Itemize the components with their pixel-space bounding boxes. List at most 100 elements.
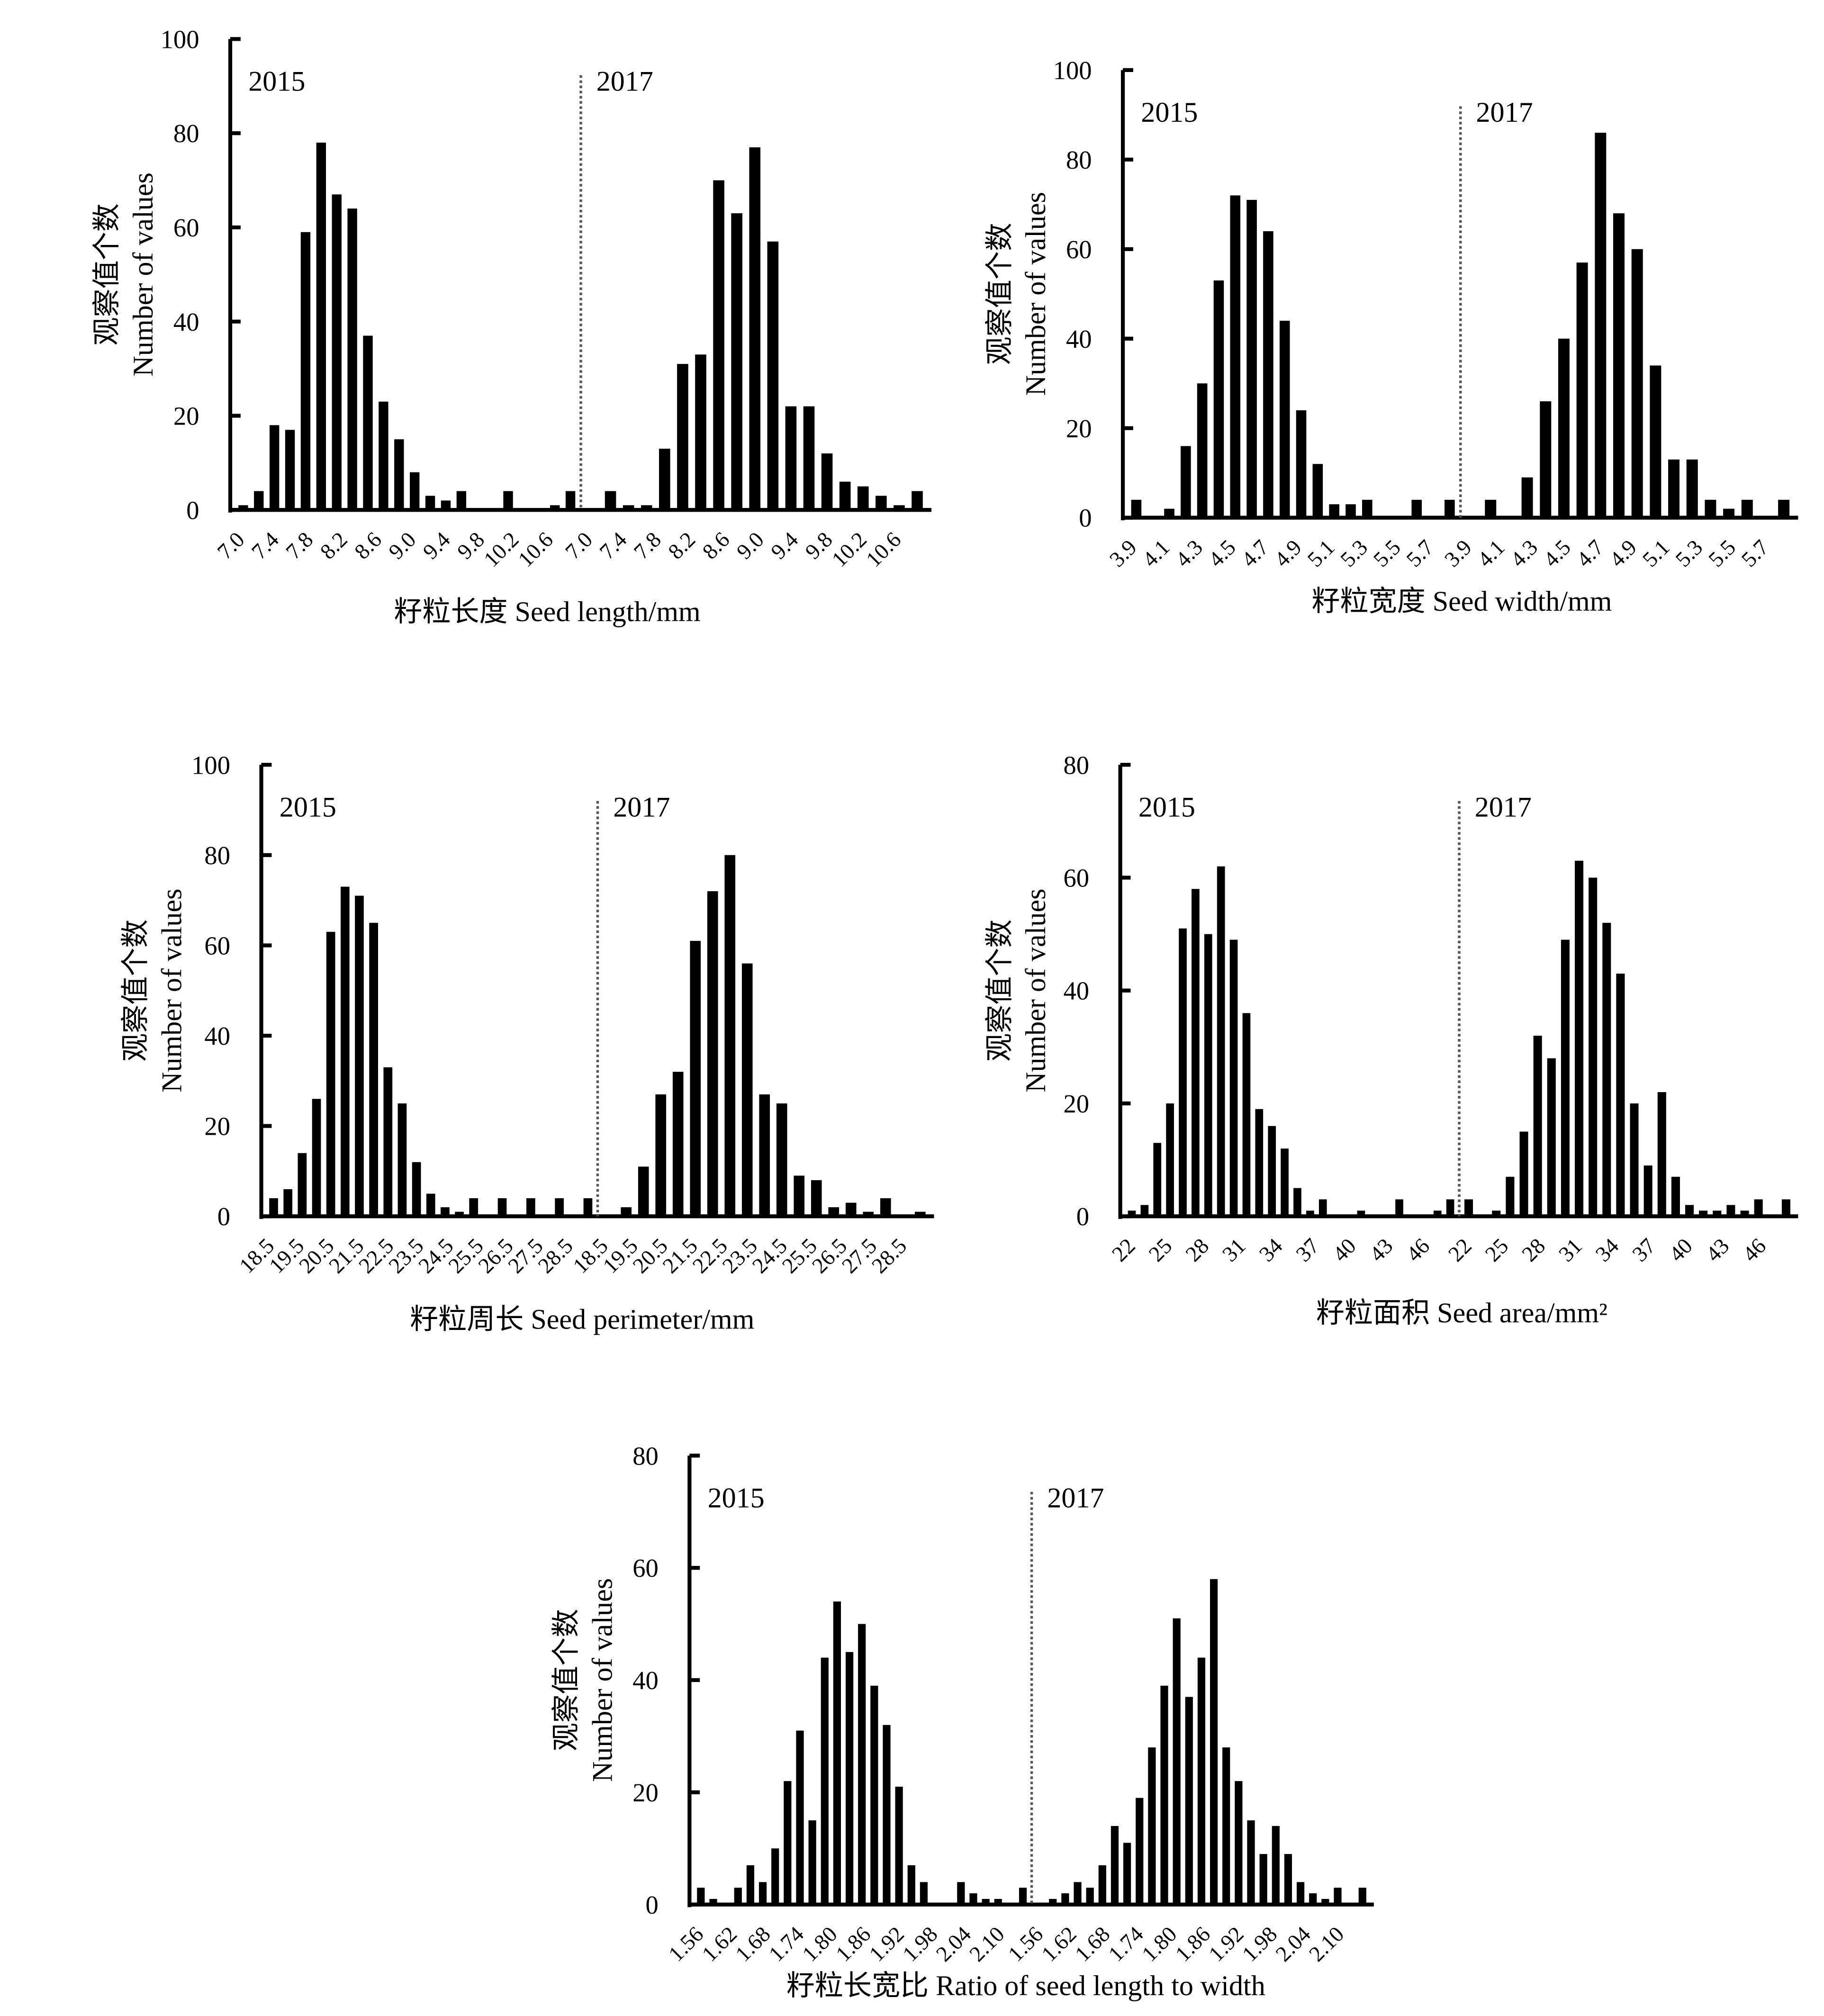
histogram-bar [283,1189,293,1217]
x-tick-label: 34 [1591,1234,1624,1266]
histogram-bar [863,1211,874,1217]
histogram-bar [920,1882,928,1905]
histogram-bar [690,940,701,1217]
x-tick-label: 9.0 [384,528,421,564]
x-tick-label: 2.10 [965,1922,1009,1966]
y-tick-label: 0 [217,1202,230,1231]
x-tick-label: 5.3 [1336,535,1373,572]
x-tick-label: 3.9 [1105,535,1142,572]
y-tick-label: 80 [632,1441,659,1470]
histogram-bar [880,1198,891,1217]
x-tick-label: 28 [1517,1234,1550,1266]
x-tick-label: 4.7 [1572,535,1608,572]
x-tick-label: 43 [1365,1234,1398,1266]
histogram-bar [383,1067,393,1217]
histogram-bar [839,481,851,510]
histogram-bar [883,1725,891,1905]
histogram-bar [1616,973,1625,1217]
histogram-bar [1540,401,1552,518]
x-tick-label: 37 [1291,1234,1324,1266]
x-tick-label: 5.3 [1671,535,1707,572]
histogram-bar [441,500,451,510]
histogram-bar [426,1193,435,1217]
histogram-bar [907,1865,915,1905]
x-tick-label: 4.9 [1270,535,1307,572]
histogram-bar [1631,249,1643,518]
histogram-bar [1279,320,1290,518]
histogram-bar [1111,1826,1119,1905]
histogram-bar [1049,1898,1057,1905]
histogram-bar [1281,1148,1289,1217]
histogram-bar [1357,1211,1365,1217]
y-tick-label: 0 [1079,504,1092,533]
histogram-bar [1086,1888,1094,1905]
histogram-bar [1521,477,1533,518]
histogram-bar [1210,1579,1218,1905]
x-tick-label: 7.4 [247,528,284,564]
x-tick-label: 10.6 [514,528,558,572]
x-axis-label: 籽粒长宽比 Ratio of seed length to width [786,1970,1265,2001]
x-tick-label: 5.1 [1638,535,1675,572]
histogram-bar [1699,1211,1708,1217]
histogram-bar [1613,213,1625,518]
x-tick-label: 40 [1665,1234,1698,1266]
histogram-bar [707,891,718,1217]
histogram-bar [1519,1131,1528,1217]
x-tick-label: 4.1 [1473,535,1509,572]
histogram-bar [1602,922,1611,1217]
histogram-bar [1781,1199,1790,1217]
y-tick-label: 0 [646,1890,659,1919]
histogram-bar [821,453,833,510]
y-tick-label: 20 [1063,1089,1089,1118]
x-tick-label: 22 [1108,1234,1140,1266]
histogram-bar [695,354,706,510]
histogram-bar [1247,1820,1255,1905]
histogram-bar [347,208,357,510]
year-label-2015: 2015 [708,1482,765,1513]
histogram-bar [1506,1176,1515,1217]
histogram-bar [300,232,311,510]
histogram-bar [1362,499,1373,518]
histogram-bar [857,486,869,510]
histogram-bar [785,406,797,510]
x-tick-label: 10.2 [479,528,524,572]
histogram-bar [767,241,779,510]
histogram-bar [623,505,634,510]
histogram-bar [1185,1697,1193,1905]
histogram-panel-3: 0 20 40 60 80 100 观察值个数 Number of values 籽粒周长 Se… [119,750,934,1335]
x-tick-label: 5.5 [1369,535,1406,572]
x-tick-label: 22 [1444,1234,1477,1266]
histogram-bar [1318,1199,1327,1217]
histogram-bar [1650,365,1661,518]
histogram-bar [1019,1888,1027,1905]
histogram-bar [254,491,264,510]
histogram-bar [503,491,513,510]
histogram-bar [1213,280,1224,518]
histogram-bar [1181,446,1191,518]
x-tick-label: 7.0 [561,528,597,564]
histogram-bar [326,931,335,1217]
x-axis-label: 籽粒周长 Seed perimeter/mm [410,1303,754,1335]
histogram-bar [1329,504,1339,518]
x-tick-label: 4.9 [1605,535,1642,572]
histogram-bar [1123,1843,1131,1905]
histogram-bar [269,1198,278,1217]
histogram-bar [1272,1826,1280,1905]
histogram-bar [1204,934,1212,1217]
histogram-bar [1242,1013,1251,1217]
y-tick-label: 80 [204,841,230,870]
histogram-bar [355,895,364,1217]
y-axis-label-cn: 观察值个数 [984,223,1015,365]
histogram-bar [497,1198,507,1217]
histogram-bar [1296,1882,1305,1905]
histogram-bar [994,1898,1002,1905]
y-tick-label: 60 [1066,235,1092,264]
histogram-bar [369,922,378,1217]
x-tick-label: 5.1 [1303,535,1339,572]
histogram-bar [412,1162,421,1217]
histogram-bar [731,213,742,510]
histogram-bar [1136,1798,1144,1905]
histogram-bar [1312,464,1323,518]
histogram-bar [1222,1747,1230,1905]
histogram-bar [709,1898,717,1905]
